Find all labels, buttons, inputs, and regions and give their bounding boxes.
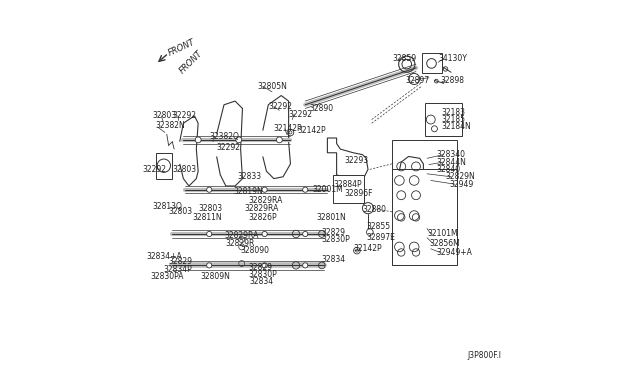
Text: 32142P: 32142P xyxy=(353,244,382,253)
Text: 32826P: 32826P xyxy=(248,213,276,222)
Text: 32830P: 32830P xyxy=(248,270,276,279)
Circle shape xyxy=(303,187,308,192)
Text: 32829: 32829 xyxy=(168,257,193,266)
Text: 32880: 32880 xyxy=(362,205,387,215)
Text: 32949: 32949 xyxy=(449,180,474,189)
Text: 32833: 32833 xyxy=(237,172,261,181)
Text: 32811N: 32811N xyxy=(193,213,222,222)
Text: 32805N: 32805N xyxy=(257,82,287,91)
Text: 32897: 32897 xyxy=(405,76,429,85)
Text: 32829RA: 32829RA xyxy=(224,231,259,240)
Text: 32829RA: 32829RA xyxy=(248,196,282,205)
Text: 32830PA: 32830PA xyxy=(150,272,184,281)
Text: 32101M: 32101M xyxy=(427,230,458,238)
Text: 32382Q: 32382Q xyxy=(209,132,239,141)
Text: 32183: 32183 xyxy=(442,108,466,117)
Text: 32184N: 32184N xyxy=(442,122,472,131)
Circle shape xyxy=(207,231,212,237)
Text: 32803: 32803 xyxy=(172,165,196,174)
Text: 328090: 328090 xyxy=(241,246,269,255)
FancyBboxPatch shape xyxy=(392,169,456,265)
Circle shape xyxy=(195,137,201,143)
Text: FRONT: FRONT xyxy=(167,38,196,58)
Text: 32819N: 32819N xyxy=(233,187,263,196)
Text: 32834: 32834 xyxy=(250,278,274,286)
Text: 32859: 32859 xyxy=(392,54,416,63)
Text: 32897E: 32897E xyxy=(366,233,395,242)
Text: 32801N: 32801N xyxy=(316,213,346,222)
Text: 32142P: 32142P xyxy=(298,126,326,135)
Text: 32292: 32292 xyxy=(268,102,292,111)
Circle shape xyxy=(207,263,212,268)
Text: 32382N: 32382N xyxy=(156,121,186,129)
Text: 32840: 32840 xyxy=(436,165,460,174)
Circle shape xyxy=(262,263,268,268)
FancyBboxPatch shape xyxy=(392,140,456,265)
FancyBboxPatch shape xyxy=(333,175,364,203)
Text: 32829R: 32829R xyxy=(226,239,255,248)
Text: 32142P: 32142P xyxy=(274,124,303,133)
Circle shape xyxy=(262,187,268,192)
Text: 32834: 32834 xyxy=(322,255,346,264)
Text: 32844N: 32844N xyxy=(436,157,466,167)
Text: 32834+A: 32834+A xyxy=(147,251,182,261)
Circle shape xyxy=(262,231,268,237)
Text: 32856M: 32856M xyxy=(429,239,460,248)
FancyBboxPatch shape xyxy=(422,53,442,73)
Text: 32292: 32292 xyxy=(216,143,241,152)
Circle shape xyxy=(207,187,212,192)
Text: 32834P: 32834P xyxy=(163,264,192,273)
Circle shape xyxy=(236,137,242,143)
FancyBboxPatch shape xyxy=(425,103,462,136)
Text: 32809N: 32809N xyxy=(200,272,230,281)
Text: 32293: 32293 xyxy=(344,155,368,165)
Text: 32292: 32292 xyxy=(289,109,312,119)
Text: 32884P: 32884P xyxy=(333,180,362,189)
Circle shape xyxy=(303,231,308,237)
Text: 32829: 32829 xyxy=(248,263,272,272)
Text: 32813Q: 32813Q xyxy=(152,202,182,211)
Text: 328340: 328340 xyxy=(436,150,465,159)
Circle shape xyxy=(276,137,282,143)
Text: 32949+A: 32949+A xyxy=(436,248,472,257)
Text: J3P800F.I: J3P800F.I xyxy=(468,351,502,360)
Text: 32803: 32803 xyxy=(198,203,222,213)
Text: 32890: 32890 xyxy=(309,104,333,113)
Text: 32292: 32292 xyxy=(143,165,167,174)
Text: FRONT: FRONT xyxy=(178,49,205,76)
Text: 34130Y: 34130Y xyxy=(438,54,467,63)
Text: 32001M: 32001M xyxy=(312,185,344,194)
Text: 32855: 32855 xyxy=(366,222,390,231)
Text: 32292: 32292 xyxy=(172,111,196,121)
Text: 32829RA: 32829RA xyxy=(244,203,278,213)
Text: 32803: 32803 xyxy=(168,207,193,217)
Text: 32185: 32185 xyxy=(442,115,466,124)
Text: 32803: 32803 xyxy=(152,111,176,121)
Text: 32896F: 32896F xyxy=(344,189,372,198)
Text: 32830P: 32830P xyxy=(322,235,351,244)
Text: 32898: 32898 xyxy=(440,76,464,85)
Text: 32829: 32829 xyxy=(322,228,346,237)
Circle shape xyxy=(303,263,308,268)
Text: 32829N: 32829N xyxy=(445,172,476,181)
